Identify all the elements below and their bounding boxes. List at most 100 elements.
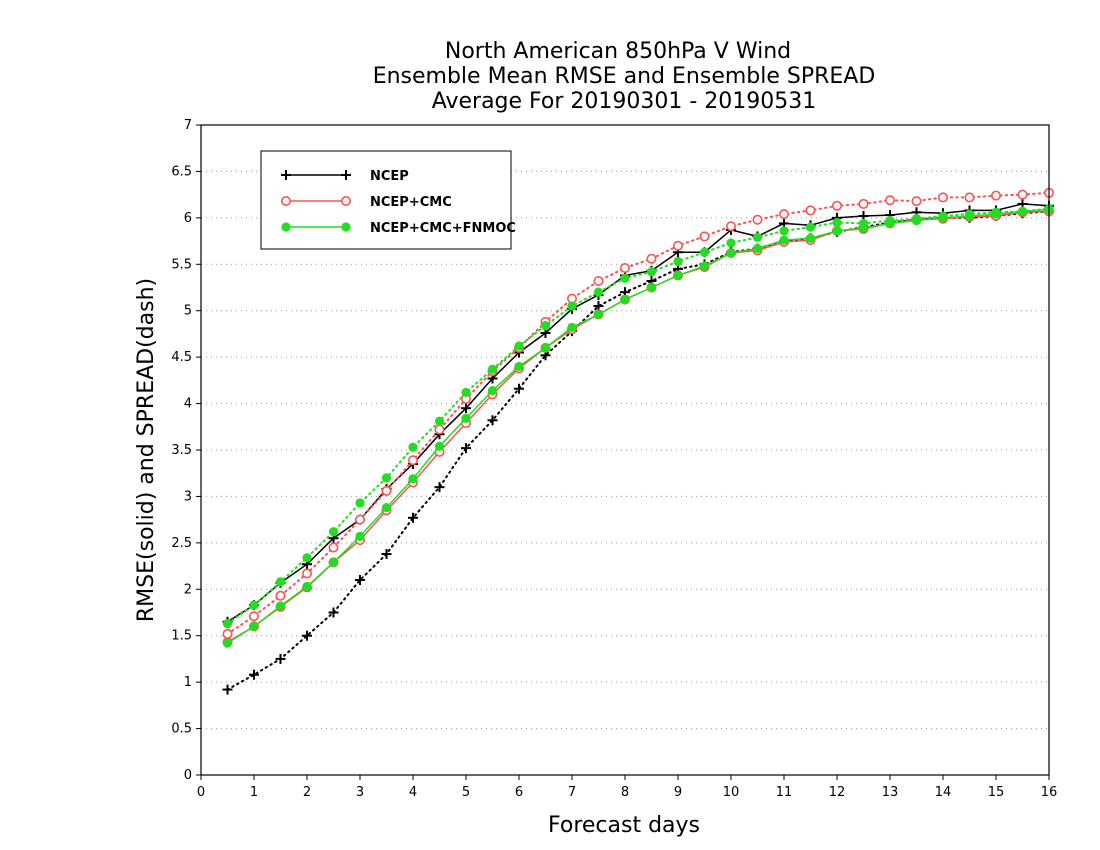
data-point	[222, 619, 233, 629]
data-point	[990, 190, 1001, 201]
data-point	[222, 684, 233, 695]
data-point	[884, 195, 895, 206]
legend-marker	[341, 170, 351, 180]
legend-label: NCEP+CMC+FNMOC	[370, 221, 516, 236]
data-point	[408, 442, 418, 452]
y-tick-label: 4.5	[171, 350, 192, 365]
legend-marker	[340, 196, 351, 207]
data-point	[832, 226, 842, 236]
data-point	[752, 243, 763, 254]
data-point	[302, 553, 312, 563]
data-point	[275, 601, 286, 611]
data-point	[646, 282, 657, 293]
y-tick-label: 0	[184, 768, 192, 783]
data-point	[355, 575, 365, 585]
data-point	[275, 590, 286, 601]
legend-box	[260, 150, 512, 250]
data-point	[540, 343, 551, 353]
data-point	[672, 240, 683, 251]
data-point	[302, 581, 312, 592]
data-point	[434, 441, 445, 451]
y-tick-label: 0.5	[171, 722, 192, 737]
data-point	[673, 256, 683, 267]
y-tick-label: 3.5	[171, 443, 192, 458]
x-tick-label: 12	[829, 785, 846, 800]
data-point	[805, 222, 816, 232]
data-point	[434, 424, 445, 435]
data-point	[725, 221, 736, 232]
data-point	[487, 385, 498, 396]
data-point	[275, 653, 286, 664]
data-point	[302, 630, 312, 641]
y-tick-label: 1	[184, 675, 192, 690]
data-point	[673, 270, 683, 281]
x-tick-label: 13	[882, 785, 899, 800]
x-tick-label: 2	[303, 785, 311, 800]
data-point	[831, 200, 842, 211]
legend: NCEP NCEP+CMC NCEP+CMC+FNMOC	[260, 150, 516, 250]
y-tick-label: 6.5	[171, 164, 192, 179]
data-point	[646, 267, 657, 277]
legend-marker	[341, 222, 351, 232]
data-point	[593, 275, 604, 286]
legend-marker	[280, 196, 291, 207]
series-ncep-cmc-fnmoc-spread	[222, 203, 1054, 629]
series-line	[226, 210, 1050, 691]
data-point	[778, 209, 789, 220]
legend-entry: NCEP+CMC+FNMOC	[281, 221, 516, 236]
data-point	[434, 416, 445, 426]
x-tick-label: 7	[568, 785, 576, 800]
data-point	[408, 512, 418, 523]
legend-label: NCEP+CMC	[370, 195, 452, 210]
data-point	[620, 294, 630, 305]
x-tick-label: 0	[197, 785, 205, 800]
data-point	[805, 233, 816, 243]
data-point	[487, 415, 498, 426]
data-point	[540, 320, 551, 331]
x-axis-ticks: 0 1 2 3 4 5 6 7 8 9 10 11 12 13 14 15 16	[197, 775, 1057, 800]
data-point	[381, 549, 392, 559]
data-point	[381, 502, 392, 513]
data-point	[355, 531, 365, 541]
data-point	[354, 514, 365, 525]
x-tick-label: 15	[988, 785, 1005, 800]
y-tick-label: 4	[184, 397, 192, 412]
data-point	[964, 192, 975, 203]
y-axis-ticks: 0 0.5 1 1.5 2 2.5 3 3.5 4 4.5 5 5.5 6 6.5 7	[171, 118, 201, 783]
data-point	[646, 253, 657, 264]
data-point	[249, 621, 259, 632]
legend-label: NCEP	[370, 169, 409, 184]
chart-title-line-2: Ensemble Mean RMSE and Ensemble SPREAD	[373, 64, 876, 89]
chart-title-line-3: Average For 20190301 - 20190531	[432, 89, 817, 114]
x-tick-label: 5	[462, 785, 470, 800]
data-point	[222, 638, 233, 648]
chart-title-line-1: North American 850hPa V Wind	[445, 39, 791, 64]
legend-marker	[281, 222, 291, 232]
plot-frame	[200, 124, 1050, 776]
data-point	[514, 383, 524, 394]
x-tick-label: 16	[1041, 785, 1058, 800]
x-axis-label: Forecast days	[548, 813, 700, 838]
data-point	[328, 542, 339, 553]
data-point	[249, 611, 260, 622]
data-point	[964, 209, 975, 219]
x-tick-label: 6	[515, 785, 523, 800]
data-point	[699, 261, 710, 271]
x-tick-label: 3	[356, 785, 364, 800]
y-axis-label: RMSE(solid) and SPREAD(dash)	[134, 278, 159, 622]
data-point	[911, 196, 922, 207]
data-point	[461, 413, 471, 424]
data-point	[938, 211, 948, 221]
data-point	[328, 527, 339, 537]
data-point	[408, 474, 418, 484]
data-point	[619, 262, 630, 273]
x-tick-label: 10	[723, 785, 740, 800]
data-point	[699, 231, 710, 242]
data-point	[593, 301, 604, 312]
data-point	[514, 361, 524, 372]
data-point	[222, 628, 233, 639]
data-point	[328, 557, 339, 567]
data-point	[805, 205, 816, 216]
